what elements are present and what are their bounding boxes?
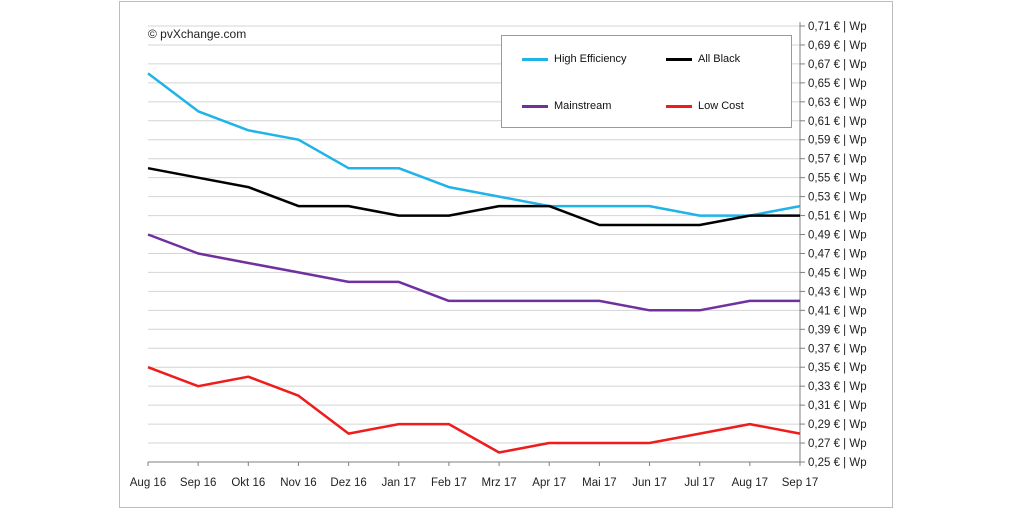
y-tick-label: 0,47 € | Wp (808, 248, 867, 260)
legend-swatch-low-cost (666, 104, 692, 108)
y-tick-label: 0,67 € | Wp (808, 59, 867, 71)
y-tick-label: 0,25 € | Wp (808, 457, 867, 469)
y-tick-label: 0,71 € | Wp (808, 21, 867, 33)
legend-label-low-cost: Low Cost (698, 100, 744, 112)
x-tick-label: Feb 17 (431, 477, 467, 489)
x-tick-label: Apr 17 (532, 477, 566, 489)
x-tick-label: Aug 17 (732, 477, 768, 489)
y-tick-label: 0,27 € | Wp (808, 438, 867, 450)
y-tick-label: 0,65 € | Wp (808, 78, 867, 90)
series-line-low-cost (147, 366, 801, 454)
x-tick-label: Jul 17 (684, 477, 715, 489)
y-tick-label: 0,53 € | Wp (808, 192, 867, 204)
y-tick-label: 0,31 € | Wp (808, 400, 867, 412)
x-tick-label: Jun 17 (632, 477, 667, 489)
x-tick-labels: Aug 16 Sep 16 Okt 16 Nov 16 Dez 16 Jan 17 Feb … (130, 477, 818, 489)
legend-item-mainstream: Mainstream (522, 100, 611, 112)
legend-label-mainstream: Mainstream (554, 100, 612, 112)
y-tick-label: 0,41 € | Wp (808, 305, 867, 317)
y-tick-label: 0,61 € | Wp (808, 116, 867, 128)
legend-label-all-black: All Black (698, 53, 741, 65)
legend-item-high-efficiency: High Efficiency (522, 53, 627, 65)
series-line-mainstream (147, 233, 800, 312)
x-tick-label: Sep 16 (180, 477, 216, 489)
x-tick-label: Nov 16 (280, 477, 316, 489)
copyright-label: © pvXchange.com (148, 27, 247, 41)
legend-swatch-all-black (666, 57, 692, 61)
y-tick-labels: 0,25 € | Wp 0,27 € | Wp 0,29 € | Wp 0,31 € … (808, 21, 867, 469)
legend-item-all-black: All Black (666, 53, 740, 65)
y-tick-label: 0,57 € | Wp (808, 154, 867, 166)
x-tick-label: Sep 17 (782, 477, 818, 489)
legend-item-low-cost: Low Cost (666, 100, 744, 112)
series-lines (147, 72, 801, 454)
x-tick-label: Mrz 17 (481, 477, 516, 489)
y-tick-label: 0,33 € | Wp (808, 381, 867, 393)
y-tick-label: 0,55 € | Wp (808, 173, 867, 185)
y-tick-label: 0,43 € | Wp (808, 286, 867, 298)
x-tick-label: Okt 16 (231, 477, 265, 489)
y-tick-label: 0,69 € | Wp (808, 40, 867, 52)
legend-swatch-high-efficiency (522, 57, 548, 61)
legend: High Efficiency All Black Mainstream Low… (501, 35, 792, 128)
x-tick-label: Dez 16 (330, 477, 366, 489)
y-tick-label: 0,63 € | Wp (808, 97, 867, 109)
y-tick-label: 0,29 € | Wp (808, 419, 867, 431)
series-line-all-black (147, 166, 800, 227)
legend-swatch-mainstream (522, 104, 548, 108)
x-tick-label: Mai 17 (582, 477, 617, 489)
x-tick-label: Jan 17 (382, 477, 417, 489)
y-tick-label: 0,39 € | Wp (808, 324, 867, 336)
x-tick-label: Aug 16 (130, 477, 166, 489)
y-tick-label: 0,37 € | Wp (808, 343, 867, 355)
legend-label-high-efficiency: High Efficiency (554, 53, 627, 65)
grid-lines (148, 25, 800, 444)
axes (147, 22, 805, 466)
y-tick-label: 0,45 € | Wp (808, 267, 867, 279)
y-tick-label: 0,59 € | Wp (808, 135, 867, 147)
y-tick-label: 0,49 € | Wp (808, 230, 867, 242)
y-tick-label: 0,51 € | Wp (808, 211, 867, 223)
series-line-high-efficiency (147, 72, 801, 217)
y-tick-label: 0,35 € | Wp (808, 362, 867, 374)
